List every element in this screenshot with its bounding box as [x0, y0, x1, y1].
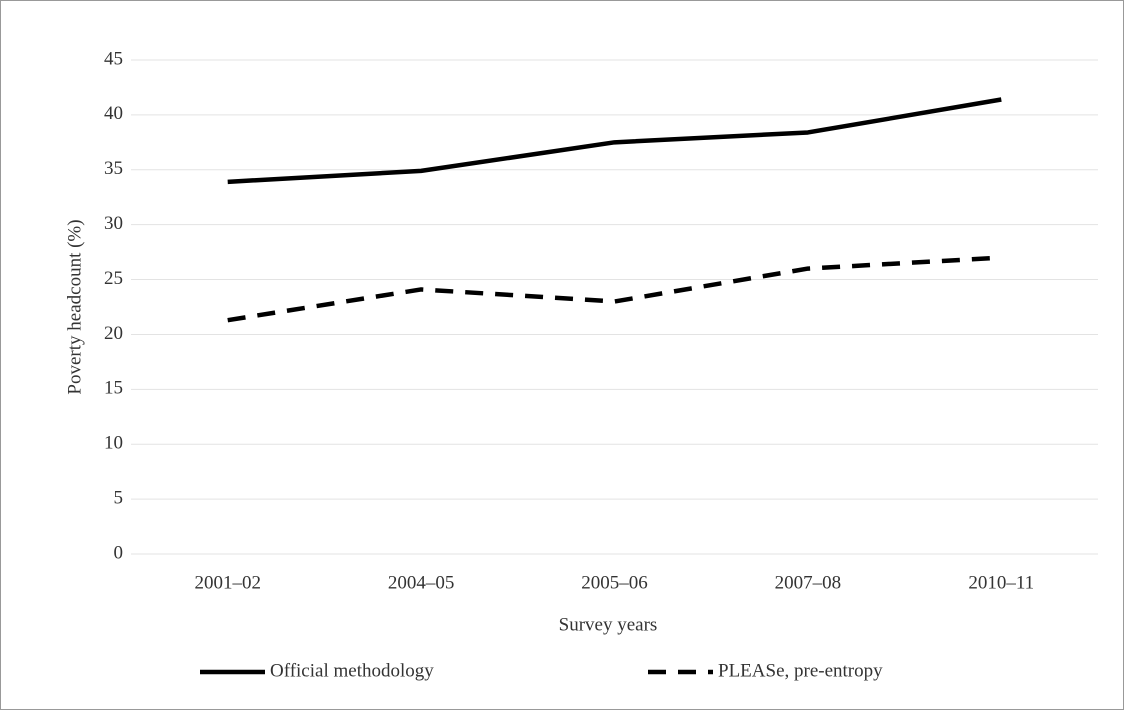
y-tick-label: 30 — [104, 213, 123, 234]
data-line — [227, 255, 1002, 323]
x-tick-label: 2001–02 — [194, 572, 261, 593]
y-tick-label: 35 — [104, 158, 123, 179]
y-axis-title: Poverty headcount (%) — [64, 219, 85, 394]
y-tick-label: 40 — [104, 103, 123, 124]
y-tick-label: 0 — [114, 542, 124, 563]
y-tick-label: 45 — [104, 48, 123, 69]
y-tick-label: 15 — [104, 378, 123, 399]
y-tick-label: 25 — [104, 268, 123, 289]
x-axis-title: Survey years — [559, 614, 658, 635]
y-tick-label: 20 — [104, 323, 123, 344]
y-tick-label: 5 — [114, 487, 124, 508]
x-tick-label: 2007–08 — [775, 572, 842, 593]
data-line — [227, 97, 1002, 185]
legend-label: Official methodology — [270, 660, 434, 681]
y-tick-label: 10 — [104, 433, 123, 454]
x-tick-label: 2010–11 — [968, 572, 1034, 593]
legend-label: PLEASe, pre-entropy — [718, 660, 883, 681]
x-tick-label: 2005–06 — [581, 572, 648, 593]
x-tick-label: 2004–05 — [388, 572, 455, 593]
